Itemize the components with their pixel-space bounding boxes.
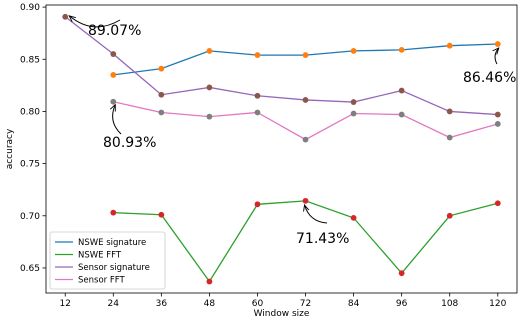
series-line-sensor-signature (64, 16, 498, 116)
series-layer (62, 13, 501, 285)
data-point-sensor-signature (254, 92, 261, 99)
data-point-sensor-signature (206, 84, 213, 91)
data-point-sensor-fft (398, 111, 405, 118)
data-point-nswe-signature (254, 52, 261, 58)
legend-label: Sensor FFT (78, 276, 125, 286)
data-point-nswe-fft (206, 278, 213, 285)
series-line-nswe-signature (113, 43, 498, 76)
y-tick-label: 0.80 (20, 107, 40, 117)
data-point-sensor-signature (302, 97, 309, 103)
data-point-sensor-fft (254, 109, 261, 116)
x-axis-ticks: 12 24 36 48 60 72 84 96 108 120 (59, 293, 507, 309)
data-point-nswe-signature (302, 52, 309, 58)
y-tick-label: 0.90 (20, 3, 40, 13)
y-tick-label: 0.65 (20, 264, 40, 274)
annotation-arrow (305, 205, 328, 224)
y-tick-label: 0.85 (20, 55, 40, 65)
data-point-sensor-signature (398, 87, 405, 94)
data-point-nswe-fft (350, 214, 357, 221)
data-point-sensor-fft (446, 134, 453, 141)
data-point-nswe-fft (110, 209, 117, 216)
data-point-nswe-signature (446, 42, 453, 49)
legend: NSWE signature NSWE FFT Sensor signature Se… (49, 231, 166, 290)
data-point-sensor-fft (350, 110, 357, 117)
legend-label: Sensor signature (78, 263, 150, 273)
data-point-sensor-signature (494, 111, 501, 118)
data-point-sensor-signature (158, 91, 165, 98)
data-point-nswe-fft (158, 211, 165, 218)
data-point-nswe-fft (494, 200, 501, 207)
x-tick-label: 96 (396, 299, 408, 309)
y-tick-label: 0.70 (20, 212, 40, 222)
data-point-nswe-fft (446, 212, 453, 219)
x-tick-label: 72 (300, 299, 311, 309)
data-point-sensor-fft (302, 136, 309, 143)
data-point-nswe-fft (398, 270, 405, 277)
data-point-nswe-signature (398, 46, 405, 53)
data-point-sensor-signature (350, 99, 357, 105)
x-tick-label: 24 (108, 299, 120, 309)
annotation-arrow (113, 105, 122, 135)
annotation-label: 80.93% (103, 135, 156, 151)
data-point-sensor-fft (494, 121, 501, 127)
x-tick-label: 60 (252, 299, 264, 309)
x-tick-label: 36 (156, 299, 168, 309)
legend-label: NSWE FFT (78, 251, 122, 261)
y-axis-ticks: 0.65 0.70 0.75 0.80 0.85 0.90 (20, 3, 46, 274)
data-point-nswe-signature (206, 48, 213, 54)
x-tick-label: 48 (204, 299, 216, 309)
annotation-arrow (495, 48, 499, 65)
legend-label: NSWE signature (78, 238, 146, 248)
annotations: 89.07% 86.46% 80.93% 71.43% (69, 16, 516, 247)
annotation-label: 71.43% (296, 231, 349, 247)
annotation-arrow (69, 16, 121, 28)
data-point-nswe-signature (350, 48, 357, 54)
x-tick-label: 84 (348, 299, 360, 309)
data-point-nswe-signature (110, 72, 117, 78)
data-point-sensor-signature (110, 51, 117, 57)
y-tick-label: 0.75 (20, 160, 40, 170)
data-point-sensor-signature (62, 13, 69, 20)
legend-box (49, 231, 166, 290)
x-tick-label: 120 (489, 299, 506, 309)
x-tick-label: 12 (59, 299, 70, 309)
x-tick-label: 108 (441, 299, 458, 309)
data-point-nswe-fft (254, 201, 261, 208)
plot-frame (45, 4, 518, 294)
annotation-label: 89.07% (88, 23, 141, 39)
data-point-nswe-signature (494, 41, 501, 47)
data-point-sensor-fft (158, 109, 165, 116)
data-point-sensor-fft (110, 98, 117, 105)
data-point-sensor-fft (206, 113, 213, 120)
data-point-sensor-signature (446, 108, 453, 115)
x-axis-label: Window size (254, 309, 310, 319)
data-point-nswe-signature (158, 65, 165, 72)
annotation-label: 86.46% (463, 70, 516, 86)
y-axis-label: accuracy (5, 128, 15, 169)
data-point-nswe-fft (302, 197, 309, 204)
